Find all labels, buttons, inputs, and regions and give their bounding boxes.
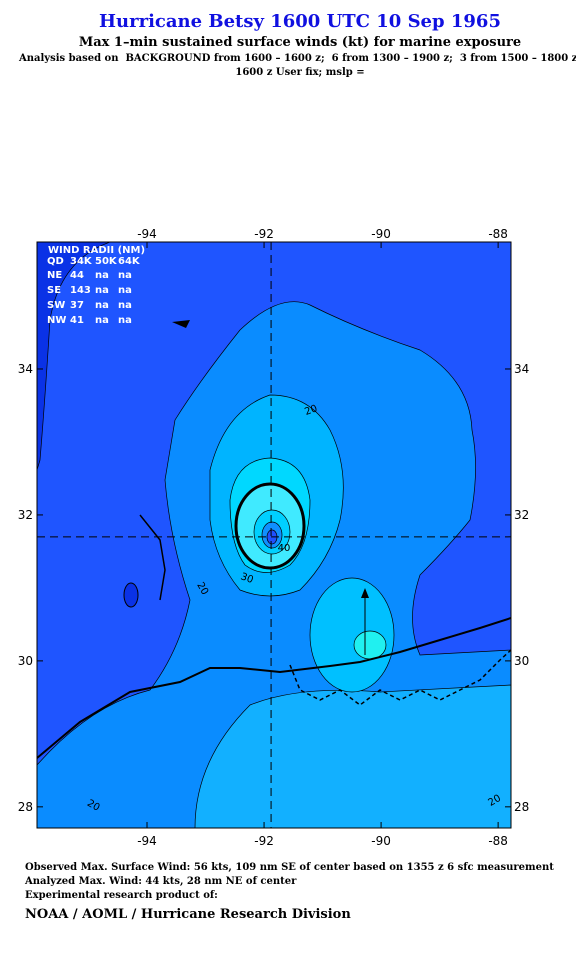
- island: [172, 320, 190, 328]
- x-tick-label: -94: [137, 227, 157, 241]
- table-header: QD: [47, 256, 64, 267]
- contour-label: 20: [303, 403, 319, 418]
- y-tick-label: 34: [514, 362, 529, 376]
- table-cell: 37: [70, 300, 84, 311]
- footer-line: Experimental research product of:: [25, 890, 218, 901]
- table-cell: NE: [47, 270, 62, 281]
- y-tick-label: 32: [514, 508, 529, 522]
- table-cell: 143: [70, 285, 91, 296]
- table-cell: na: [118, 270, 132, 281]
- y-tick-label: 28: [514, 800, 529, 814]
- table-cell: na: [95, 270, 109, 281]
- table-cell: na: [118, 315, 132, 326]
- table-header: 34K: [70, 256, 93, 267]
- coastline: [289, 649, 511, 706]
- contour-40: [353, 630, 387, 660]
- table-cell: na: [95, 300, 109, 311]
- y-tick-label: 30: [18, 654, 33, 668]
- contour-10: [37, 242, 111, 471]
- y-tick-label: 28: [18, 800, 33, 814]
- y-tick-label: 32: [18, 508, 33, 522]
- table-cell: 44: [70, 270, 84, 281]
- table-cell: na: [95, 285, 109, 296]
- table-title: WIND RADII (NM): [48, 245, 145, 256]
- table-cell: NW: [47, 315, 66, 326]
- x-tick-label: -92: [254, 834, 274, 848]
- contour-label: 40: [278, 543, 291, 554]
- frame: [36, 241, 512, 829]
- footer-line: NOAA / AOML / Hurricane Research Divisio…: [25, 907, 351, 922]
- table-cell: na: [95, 315, 109, 326]
- wind-field: [37, 242, 511, 828]
- table-header: 64K: [118, 256, 141, 267]
- contour-30: [309, 577, 395, 693]
- x-tick-label: -90: [371, 227, 391, 241]
- axes: -94 -94 -92 -92 -90 -90 -88 -88 28 28 30 30 32 32 34 34: [18, 227, 530, 848]
- x-tick-label: -92: [254, 227, 274, 241]
- y-tick-label: 30: [514, 654, 529, 668]
- table-cell: na: [118, 300, 132, 311]
- contour-label: 30: [239, 571, 255, 586]
- analysis-line: Analysis based on BACKGROUND from 1600 –…: [18, 53, 576, 64]
- table-cell: na: [118, 285, 132, 296]
- observation-arrow: [361, 588, 369, 598]
- coastline: [37, 617, 511, 759]
- x-tick-label: -88: [488, 834, 508, 848]
- table-cell: SE: [47, 285, 61, 296]
- subtitle: Max 1–min sustained surface winds (kt) f…: [79, 35, 521, 50]
- x-tick-label: -90: [371, 834, 391, 848]
- title: Hurricane Betsy 1600 UTC 10 Sep 1965: [99, 11, 501, 32]
- footer-line: Analyzed Max. Wind: 44 kts, 28 nm NE of …: [24, 876, 297, 887]
- y-tick-label: 34: [18, 362, 33, 376]
- x-tick-label: -88: [488, 227, 508, 241]
- coastline: [139, 514, 166, 601]
- table-cell: 41: [70, 315, 84, 326]
- table-header: 50K: [95, 256, 118, 267]
- x-tick-label: -94: [137, 834, 157, 848]
- analysis-line: 1600 z User fix; mslp =: [235, 67, 364, 78]
- lake: [123, 582, 139, 608]
- contour-30: [194, 684, 511, 828]
- footer-line: Observed Max. Surface Wind: 56 kts, 109 …: [25, 862, 554, 873]
- table-cell: SW: [47, 300, 65, 311]
